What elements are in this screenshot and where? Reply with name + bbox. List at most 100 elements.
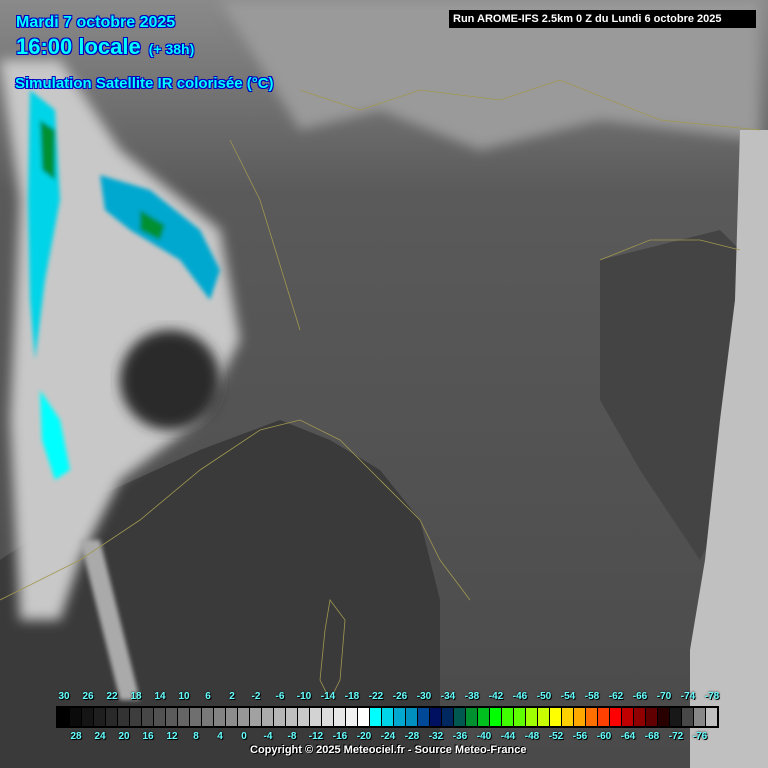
legend-label-bottom: 16 <box>142 731 154 742</box>
legend-swatch <box>70 708 82 726</box>
legend-label-top: 22 <box>106 691 118 702</box>
legend-label-bottom: 8 <box>193 731 199 742</box>
legend-label-top: -42 <box>488 691 504 702</box>
product-title: Simulation Satellite IR colorisée (°C) <box>15 75 274 92</box>
legend-swatch <box>370 708 382 726</box>
legend-label-bottom: 12 <box>166 731 178 742</box>
color-scale-legend <box>56 706 719 728</box>
legend-label-bottom: -36 <box>452 731 468 742</box>
no-data-region <box>690 130 768 768</box>
legend-swatch <box>490 708 502 726</box>
legend-swatch <box>442 708 454 726</box>
legend-label-top: -18 <box>344 691 360 702</box>
legend-label-top: -50 <box>536 691 552 702</box>
legend-swatch <box>634 708 646 726</box>
legend-swatch <box>142 708 154 726</box>
legend-swatch <box>286 708 298 726</box>
legend-swatch <box>514 708 526 726</box>
forecast-time: 16:00 locale (+ 38h) <box>16 34 194 60</box>
legend-label-top: -38 <box>464 691 480 702</box>
legend-label-bottom: -8 <box>287 731 297 742</box>
legend-swatch <box>358 708 370 726</box>
legend-swatch <box>226 708 238 726</box>
legend-swatch <box>454 708 466 726</box>
legend-swatch <box>706 708 717 726</box>
legend-swatch <box>550 708 562 726</box>
legend-label-bottom: -40 <box>476 731 492 742</box>
legend-label-bottom: 24 <box>94 731 106 742</box>
legend-label-bottom: -48 <box>524 731 540 742</box>
legend-label-top: -58 <box>584 691 600 702</box>
legend-swatch <box>346 708 358 726</box>
alps-bright <box>220 0 760 150</box>
legend-swatch <box>154 708 166 726</box>
legend-label-top: -66 <box>632 691 648 702</box>
legend-swatch <box>250 708 262 726</box>
legend-swatch <box>658 708 670 726</box>
legend-label-bottom: 20 <box>118 731 130 742</box>
legend-swatch <box>562 708 574 726</box>
legend-swatch <box>82 708 94 726</box>
legend-label-top: 26 <box>82 691 94 702</box>
legend-label-bottom: -16 <box>332 731 348 742</box>
legend-label-bottom: -44 <box>500 731 516 742</box>
borders <box>0 79 761 701</box>
legend-swatch <box>118 708 130 726</box>
legend-label-bottom: -28 <box>404 731 420 742</box>
legend-label-top: 10 <box>178 691 190 702</box>
legend-swatch <box>586 708 598 726</box>
legend-swatch <box>538 708 550 726</box>
legend-label-top: -46 <box>512 691 528 702</box>
legend-swatch <box>322 708 334 726</box>
legend-swatch <box>670 708 682 726</box>
legend-label-bottom: -32 <box>428 731 444 742</box>
legend-label-top: -62 <box>608 691 624 702</box>
legend-label-bottom: -60 <box>596 731 612 742</box>
legend-label-top: -14 <box>320 691 336 702</box>
lead-time: (+ 38h) <box>148 41 195 57</box>
cloud-streak <box>80 540 140 700</box>
legend-swatch <box>394 708 406 726</box>
sea-ligurian <box>0 420 440 768</box>
legend-swatch <box>682 708 694 726</box>
legend-label-bottom: 4 <box>217 731 223 742</box>
dark-hole <box>120 330 220 430</box>
legend-label-top: 30 <box>58 691 70 702</box>
legend-label-top: 14 <box>154 691 166 702</box>
legend-label-top: -34 <box>440 691 456 702</box>
legend-swatch <box>478 708 490 726</box>
sea-adriatic <box>600 230 740 560</box>
legend-label-bottom: 28 <box>70 731 82 742</box>
legend-swatch <box>238 708 250 726</box>
legend-swatch <box>430 708 442 726</box>
legend-label-bottom: -24 <box>380 731 396 742</box>
legend-swatch <box>58 708 70 726</box>
legend-swatch <box>166 708 178 726</box>
copyright: Copyright © 2025 Meteociel.fr - Source M… <box>250 744 527 756</box>
legend-label-top: -74 <box>680 691 696 702</box>
legend-swatch <box>418 708 430 726</box>
legend-label-bottom: -52 <box>548 731 564 742</box>
legend-swatch <box>466 708 478 726</box>
run-info: Run AROME-IFS 2.5km 0 Z du Lundi 6 octob… <box>449 10 756 28</box>
legend-swatch <box>130 708 142 726</box>
legend-swatch <box>202 708 214 726</box>
forecast-date: Mardi 7 octobre 2025 <box>16 14 176 31</box>
legend-swatch <box>598 708 610 726</box>
legend-swatch <box>382 708 394 726</box>
local-time: 16:00 locale <box>16 34 141 59</box>
legend-label-bottom: -12 <box>308 731 324 742</box>
cold-cloud-tops <box>28 90 220 480</box>
legend-label-bottom: -4 <box>263 731 273 742</box>
legend-swatch <box>262 708 274 726</box>
legend-swatch <box>94 708 106 726</box>
legend-swatch <box>646 708 658 726</box>
legend-label-top: -26 <box>392 691 408 702</box>
legend-label-top: -10 <box>296 691 312 702</box>
legend-label-top: -54 <box>560 691 576 702</box>
legend-label-bottom: -68 <box>644 731 660 742</box>
legend-swatch <box>214 708 226 726</box>
legend-label-top: -30 <box>416 691 432 702</box>
legend-swatch <box>106 708 118 726</box>
